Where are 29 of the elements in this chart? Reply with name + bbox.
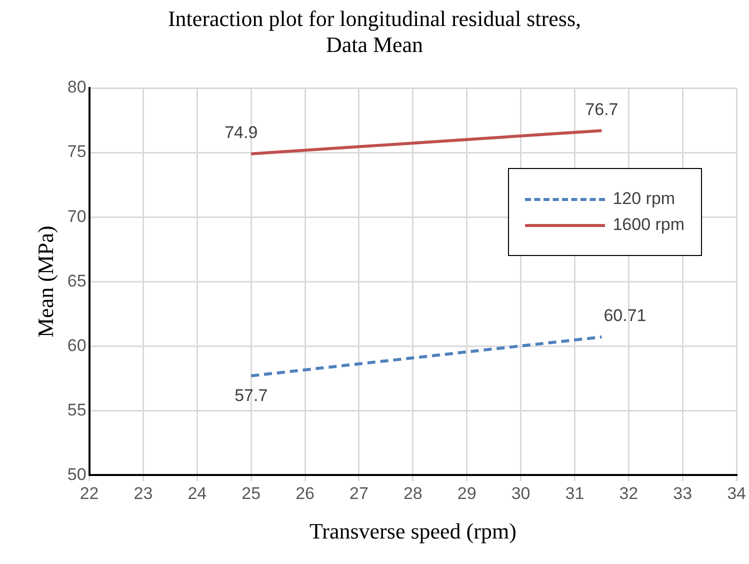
x-tick-label: 24 xyxy=(188,484,207,504)
data-label: 60.71 xyxy=(604,306,646,326)
x-tick-label: 29 xyxy=(457,484,476,504)
x-tick-label: 27 xyxy=(350,484,368,504)
data-label: 57.7 xyxy=(234,386,268,406)
x-tick-label: 31 xyxy=(565,484,584,504)
y-tick-label: 60 xyxy=(67,336,86,355)
y-tick-label: 55 xyxy=(67,400,86,420)
x-tick-label: 23 xyxy=(134,484,153,504)
y-tick-label: 75 xyxy=(67,142,86,162)
data-label: 76.7 xyxy=(585,100,618,119)
x-tick-label: 34 xyxy=(727,484,746,504)
y-tick-label: 65 xyxy=(67,271,86,290)
x-tick-label: 32 xyxy=(619,484,638,504)
data-label: 74.9 xyxy=(224,123,258,142)
x-tick-label: 30 xyxy=(511,484,530,504)
x-tick-label: 25 xyxy=(242,484,261,504)
chart-title: Interaction plot for longitudinal residual stress, Data Mean xyxy=(166,6,582,58)
x-axis-title: Transverse speed (rpm) xyxy=(309,518,516,544)
x-tick-label: 28 xyxy=(403,484,422,504)
y-tick-label: 50 xyxy=(67,464,86,484)
legend-label: 120 rpm xyxy=(612,189,676,209)
x-tick-label: 26 xyxy=(296,484,315,504)
x-tick-label: 33 xyxy=(673,484,692,504)
x-tick-label: 22 xyxy=(80,484,99,504)
y-tick-label: 80 xyxy=(67,78,86,97)
y-tick-label: 70 xyxy=(67,206,86,226)
y-axis-title: Mean (MPa) xyxy=(32,226,58,338)
legend-label: 1600 rpm xyxy=(612,215,685,235)
